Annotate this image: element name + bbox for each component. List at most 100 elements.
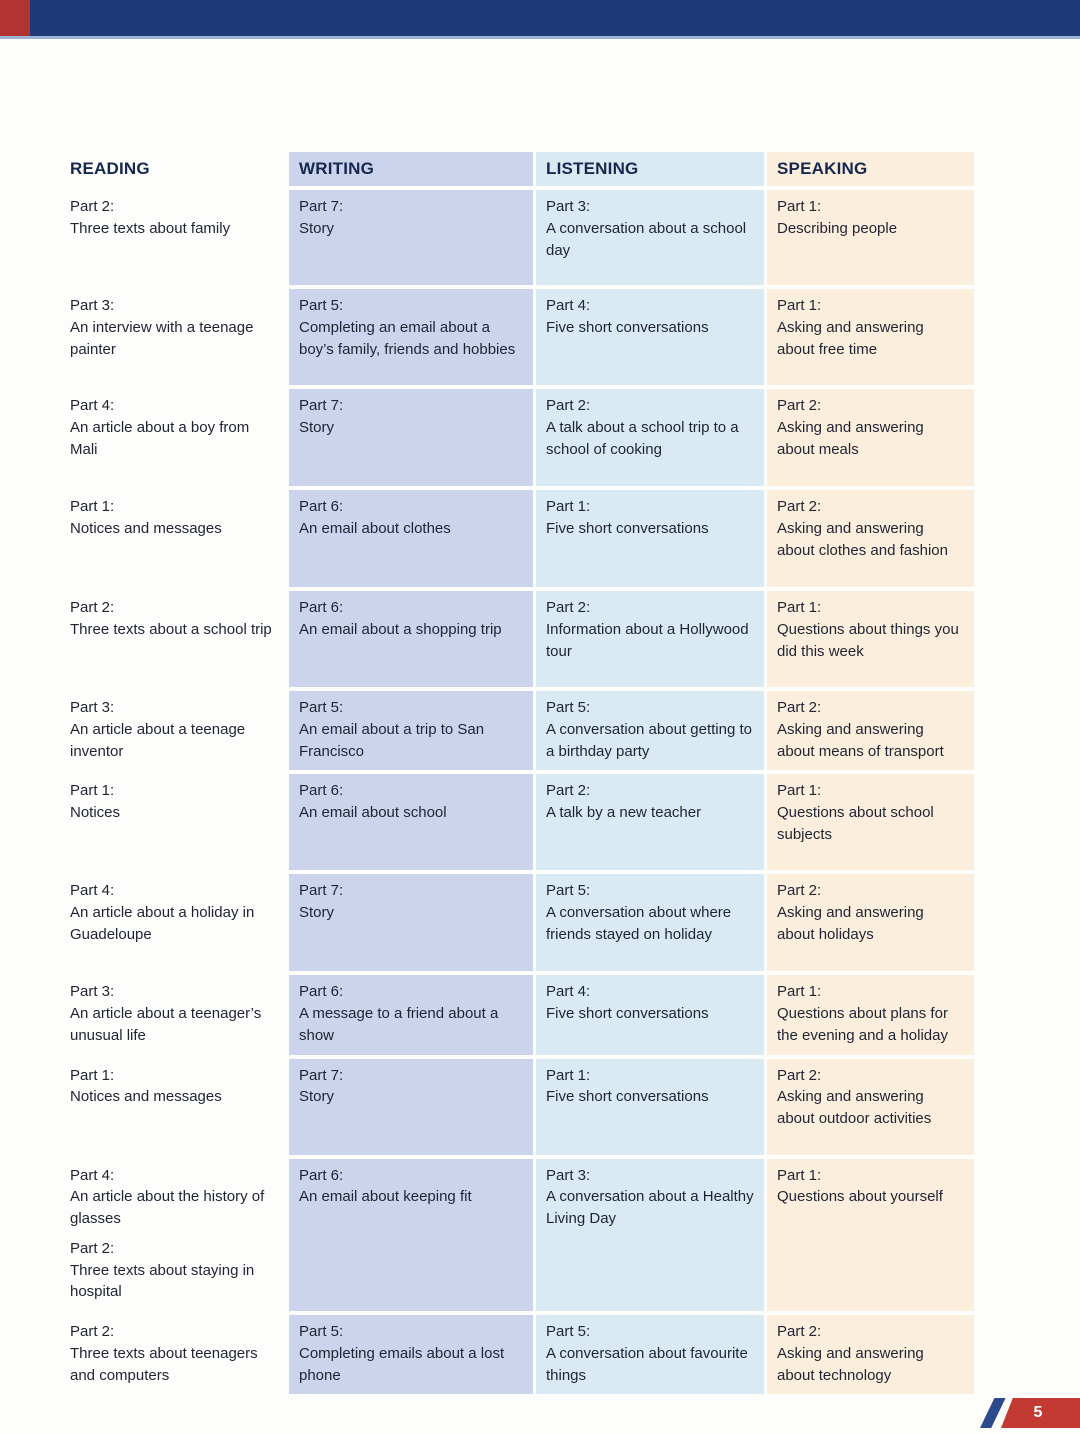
column-title-speaking: SPEAKING [777,159,868,178]
listening-cell: Part 3: A conversation about a Healthy Li… [536,1158,764,1311]
part-label: Part 2: [546,599,591,616]
part-description: An article about the history of glasses [70,1188,265,1227]
part-description: Completing an email about a boy’s family… [299,318,516,358]
syllabus-entry: Part 1: Notices and messages [70,496,276,540]
part-description: Asking and answering about outdoor activ… [777,1088,932,1127]
syllabus-entry: Part 3: An interview with a teenage paint… [70,295,276,360]
part-label: Part 4: [546,297,591,314]
syllabus-table: READING WRITING LISTENING SPEAKING Part … [60,152,974,1395]
reading-cell: Part 3: An article about a teenage invent… [60,691,286,770]
part-label: Part 5: [546,1323,591,1340]
part-label: Part 4: [70,1166,115,1184]
reading-cell: Part 1: Notices and messages [60,1059,286,1155]
reading-cell: Part 1: Notices and messages [60,490,286,587]
syllabus-entry: Part 3: An article about a teenage invent… [70,697,276,762]
part-label: Part 1: [777,599,822,616]
listening-cell: Part 1: Five short conversations [536,490,764,587]
part-label: Part 1: [777,297,822,314]
top-banner [0,0,1080,36]
part-description: A message to a friend about a show [299,1005,499,1044]
part-label: Part 2: [777,1323,822,1340]
part-description: Completing emails about a lost phone [299,1344,505,1384]
part-description: Notices [70,804,121,821]
part-description: Asking and answering about clothes and f… [777,519,948,559]
part-label: Part 2: [546,397,591,414]
syllabus-entry: Part 3: A conversation about a school day [546,196,754,261]
speaking-cell: Part 2: Asking and answering about means … [767,691,974,771]
syllabus-entry: Part 6: A message to a friend about a sho… [299,981,523,1046]
part-label: Part 2: [70,198,115,215]
part-description: Asking and answering about free time [777,318,924,358]
page-number: 5 [1033,1404,1043,1421]
part-description: Questions about school subjects [777,804,934,843]
speaking-cell: Part 1: Questions about plans for the eve… [767,975,974,1055]
speaking-cell: Part 2: Asking and answering about outdoo… [767,1058,974,1155]
part-label: Part 2: [777,699,822,716]
listening-cell: Part 5: A conversation about where friend… [536,874,764,972]
part-label: Part 1: [70,1066,115,1084]
part-description: Questions about things you did this week [777,620,959,660]
syllabus-entry: Part 6: An email about school [299,780,523,824]
syllabus-entry: Part 7: Story [299,1065,523,1109]
column-title-writing: WRITING [299,159,375,178]
writing-cell: Part 6: An email about a shopping trip [289,591,533,687]
part-label: Part 3: [70,699,115,716]
speaking-cell: Part 2: Asking and answering about clothe… [767,490,974,587]
speaking-cell: Part 2: Asking and answering about meals [767,389,974,486]
part-description: Notices and messages [70,1088,222,1106]
syllabus-entry: Part 2: Three texts about a school trip [70,597,276,641]
syllabus-entry: Part 2: Asking and answering about outdoo… [777,1065,964,1130]
syllabus-entry: Part 7: Story [299,395,523,439]
part-description: Asking and answering about meals [777,418,924,458]
part-description: Story [299,904,335,921]
part-description: Five short conversations [546,1088,709,1106]
part-label: Part 4: [70,397,115,414]
reading-cell: Part 2: Three texts about a school trip [60,591,286,687]
syllabus-entry: Part 1: Asking and answering about free t… [777,295,964,360]
syllabus-entry: Part 5: A conversation about getting to a… [546,697,754,762]
listening-cell: Part 2: A talk by a new teacher [536,774,764,871]
syllabus-entry: Part 2: Information about a Hollywood tou… [546,597,754,662]
top-banner-red-block [0,0,30,36]
syllabus-entry: Part 4: An article about a boy from Mali [70,395,276,460]
table-header-row: READING WRITING LISTENING SPEAKING [60,152,974,186]
badge-red-shape: 5 [1001,1398,1080,1428]
writing-cell: Part 7: Story [289,190,533,285]
part-description: An article about a holiday in Guadeloupe [70,904,255,943]
listening-cell: Part 4: Five short conversations [536,289,764,385]
part-description: Information about a Hollywood tour [546,620,749,660]
writing-cell: Part 5: Completing an email about a boy’s… [289,289,533,385]
part-label: Part 4: [546,983,591,1001]
writing-cell: Part 6: An email about clothes [289,490,533,587]
syllabus-entry: Part 2: Asking and answering about meals [777,395,964,460]
part-label: Part 2: [70,1323,115,1340]
syllabus-entry: Part 2: Asking and answering about techno… [777,1321,964,1386]
syllabus-entry: Part 5: A conversation about where friend… [546,880,754,945]
speaking-cell: Part 1: Questions about yourself [767,1158,974,1311]
listening-cell: Part 5: A conversation about favourite th… [536,1315,764,1395]
part-label: Part 1: [546,498,591,515]
part-description: Three texts about staying in hospital [70,1261,255,1301]
listening-cell: Part 1: Five short conversations [536,1058,764,1155]
part-label: Part 6: [299,498,344,515]
column-header-listening: LISTENING [536,152,764,186]
part-description: An email about school [299,804,447,821]
part-label: Part 1: [70,498,115,515]
syllabus-entry: Part 4: An article about a holiday in Gua… [70,880,276,945]
syllabus-entry: Part 5: A conversation about favourite th… [546,1321,754,1386]
part-label: Part 7: [299,198,344,215]
syllabus-entry: Part 2: Three texts about teenagers and c… [70,1321,276,1386]
syllabus-entry: Part 2: Three texts about staying in hosp… [70,1238,276,1303]
syllabus-entry: Part 5: Completing an email about a boy’s… [299,295,523,360]
column-title-listening: LISTENING [546,159,639,178]
part-label: Part 2: [777,882,822,900]
part-label: Part 7: [299,397,344,414]
speaking-cell: Part 1: Asking and answering about free t… [767,289,974,385]
part-description: A conversation about where friends staye… [546,904,732,943]
part-label: Part 2: [546,782,591,800]
syllabus-entry: Part 2: A talk about a school trip to a s… [546,395,754,460]
syllabus-entry: Part 5: Completing emails about a lost ph… [299,1321,523,1386]
speaking-cell: Part 2: Asking and answering about techno… [767,1315,974,1395]
syllabus-entry: Part 1: Questions about yourself [777,1165,964,1209]
part-label: Part 6: [299,1166,344,1184]
